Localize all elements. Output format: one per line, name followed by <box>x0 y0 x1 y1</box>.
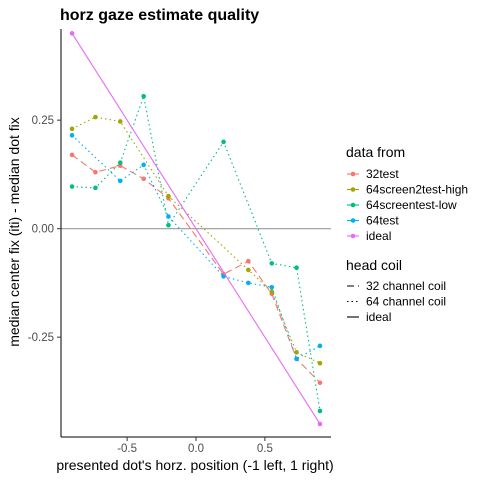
data-point-ideal <box>317 421 323 427</box>
data-point-64screen2test-high <box>69 126 75 132</box>
data-point-64screen2test-high <box>93 114 98 120</box>
data-point-64test <box>269 284 275 290</box>
x-tick-label: 0.5 <box>257 443 273 455</box>
legend: data from 32test 64screen2test-high64scree… <box>346 144 468 324</box>
data-point-64screentest-low <box>317 408 323 414</box>
legend-key-point <box>350 202 356 208</box>
data-point-32test <box>93 169 98 175</box>
series-line-ideal <box>71 33 321 425</box>
series-line-64screen2test-high <box>71 116 321 364</box>
data-point-64test <box>117 178 123 184</box>
legend-item-label: 64screentest-low <box>366 198 457 212</box>
series-line-32test <box>71 154 321 384</box>
data-point-64screen2test-high <box>166 193 171 199</box>
legend-key-point <box>350 187 356 192</box>
data-point-64screen2test-high <box>117 119 123 124</box>
legend-item-label: 32 channel coil <box>366 279 446 293</box>
data-point-64screentest-low <box>269 261 275 266</box>
data-point-64screentest-low <box>294 265 299 271</box>
data-point-64screentest-low <box>141 93 146 99</box>
x-axis-label: presented dot's horz. position (-1 left,… <box>56 457 333 473</box>
data-point-64test <box>166 214 171 219</box>
data-point-ideal <box>69 31 75 36</box>
data-point-64screentest-low <box>117 160 123 165</box>
data-point-32test <box>141 176 146 182</box>
legend-key-point <box>350 233 356 239</box>
data-point-64screen2test-high <box>294 350 299 355</box>
chart-title: horz gaze estimate quality <box>60 7 259 24</box>
y-tick-label: 0.00 <box>32 224 54 236</box>
data-point-64screen2test-high <box>246 267 251 273</box>
legend-key-point <box>350 171 356 177</box>
y-tick-label: -0.25 <box>28 332 54 344</box>
legend-item-label: ideal <box>366 310 391 324</box>
data-point-64test <box>294 356 299 362</box>
legend-title-head-coil: head coil <box>346 257 402 273</box>
legend-item-label: 64screen2test-high <box>366 183 468 197</box>
legend-item-label: 32test <box>366 167 399 181</box>
data-point-64screentest-low <box>93 185 98 191</box>
data-point-32test <box>317 380 323 386</box>
x-tick-label: 0.0 <box>188 443 204 455</box>
data-point-64test <box>141 162 146 168</box>
legend-title-data-from: data from <box>346 144 405 160</box>
legend-item-label: ideal <box>366 229 391 243</box>
data-point-32test <box>69 152 75 158</box>
data-point-64screentest-low <box>221 139 226 145</box>
data-point-64test <box>69 133 75 138</box>
data-point-64screentest-low <box>69 184 75 189</box>
series-line-64test <box>71 134 321 360</box>
legend-key-point <box>350 218 356 223</box>
data-point-32test <box>246 258 251 264</box>
data-point-64test <box>246 280 251 286</box>
plot-panel: -0.5 0.0 0.5 -0.25 0.00 0.25 <box>28 29 331 455</box>
data-point-64screen2test-high <box>317 360 323 366</box>
y-axis-label: median center fix (iti) - median dot fix <box>6 117 22 347</box>
x-tick-label: -0.5 <box>117 443 137 455</box>
data-point-64test <box>221 274 226 279</box>
y-tick-label: 0.25 <box>32 115 54 127</box>
legend-item-label: 64 channel coil <box>366 295 446 309</box>
legend-item-label: 64test <box>366 214 399 228</box>
data-point-64test <box>317 343 323 349</box>
data-point-64screen2test-high <box>269 289 275 294</box>
data-point-64screentest-low <box>166 222 171 228</box>
